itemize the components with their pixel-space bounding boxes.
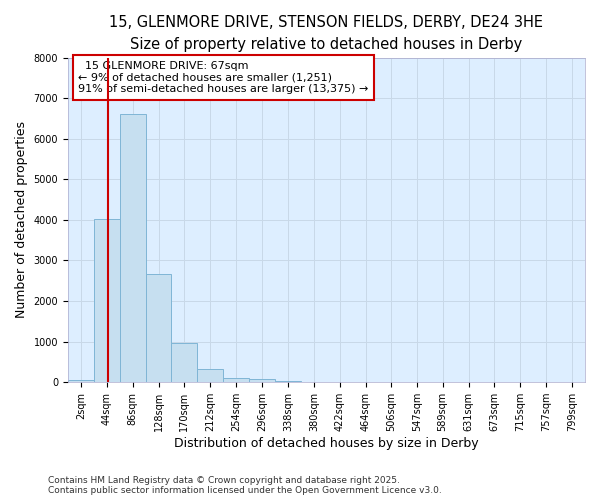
Title: 15, GLENMORE DRIVE, STENSON FIELDS, DERBY, DE24 3HE
Size of property relative to: 15, GLENMORE DRIVE, STENSON FIELDS, DERB…	[109, 15, 544, 52]
Bar	[94, 218, 119, 382]
Text: 15 GLENMORE DRIVE: 67sqm
← 9% of detached houses are smaller (1,251)
91% of semi: 15 GLENMORE DRIVE: 67sqm ← 9% of detache…	[78, 61, 368, 94]
Bar	[146, 274, 172, 382]
Text: Contains HM Land Registry data © Crown copyright and database right 2025.
Contai: Contains HM Land Registry data © Crown c…	[48, 476, 442, 495]
Bar	[68, 380, 94, 382]
Bar	[197, 369, 223, 382]
Bar	[172, 344, 197, 382]
Bar	[223, 378, 249, 382]
X-axis label: Distribution of detached houses by size in Derby: Distribution of detached houses by size …	[174, 437, 479, 450]
Bar	[119, 114, 146, 382]
Bar	[249, 380, 275, 382]
Y-axis label: Number of detached properties: Number of detached properties	[15, 122, 28, 318]
